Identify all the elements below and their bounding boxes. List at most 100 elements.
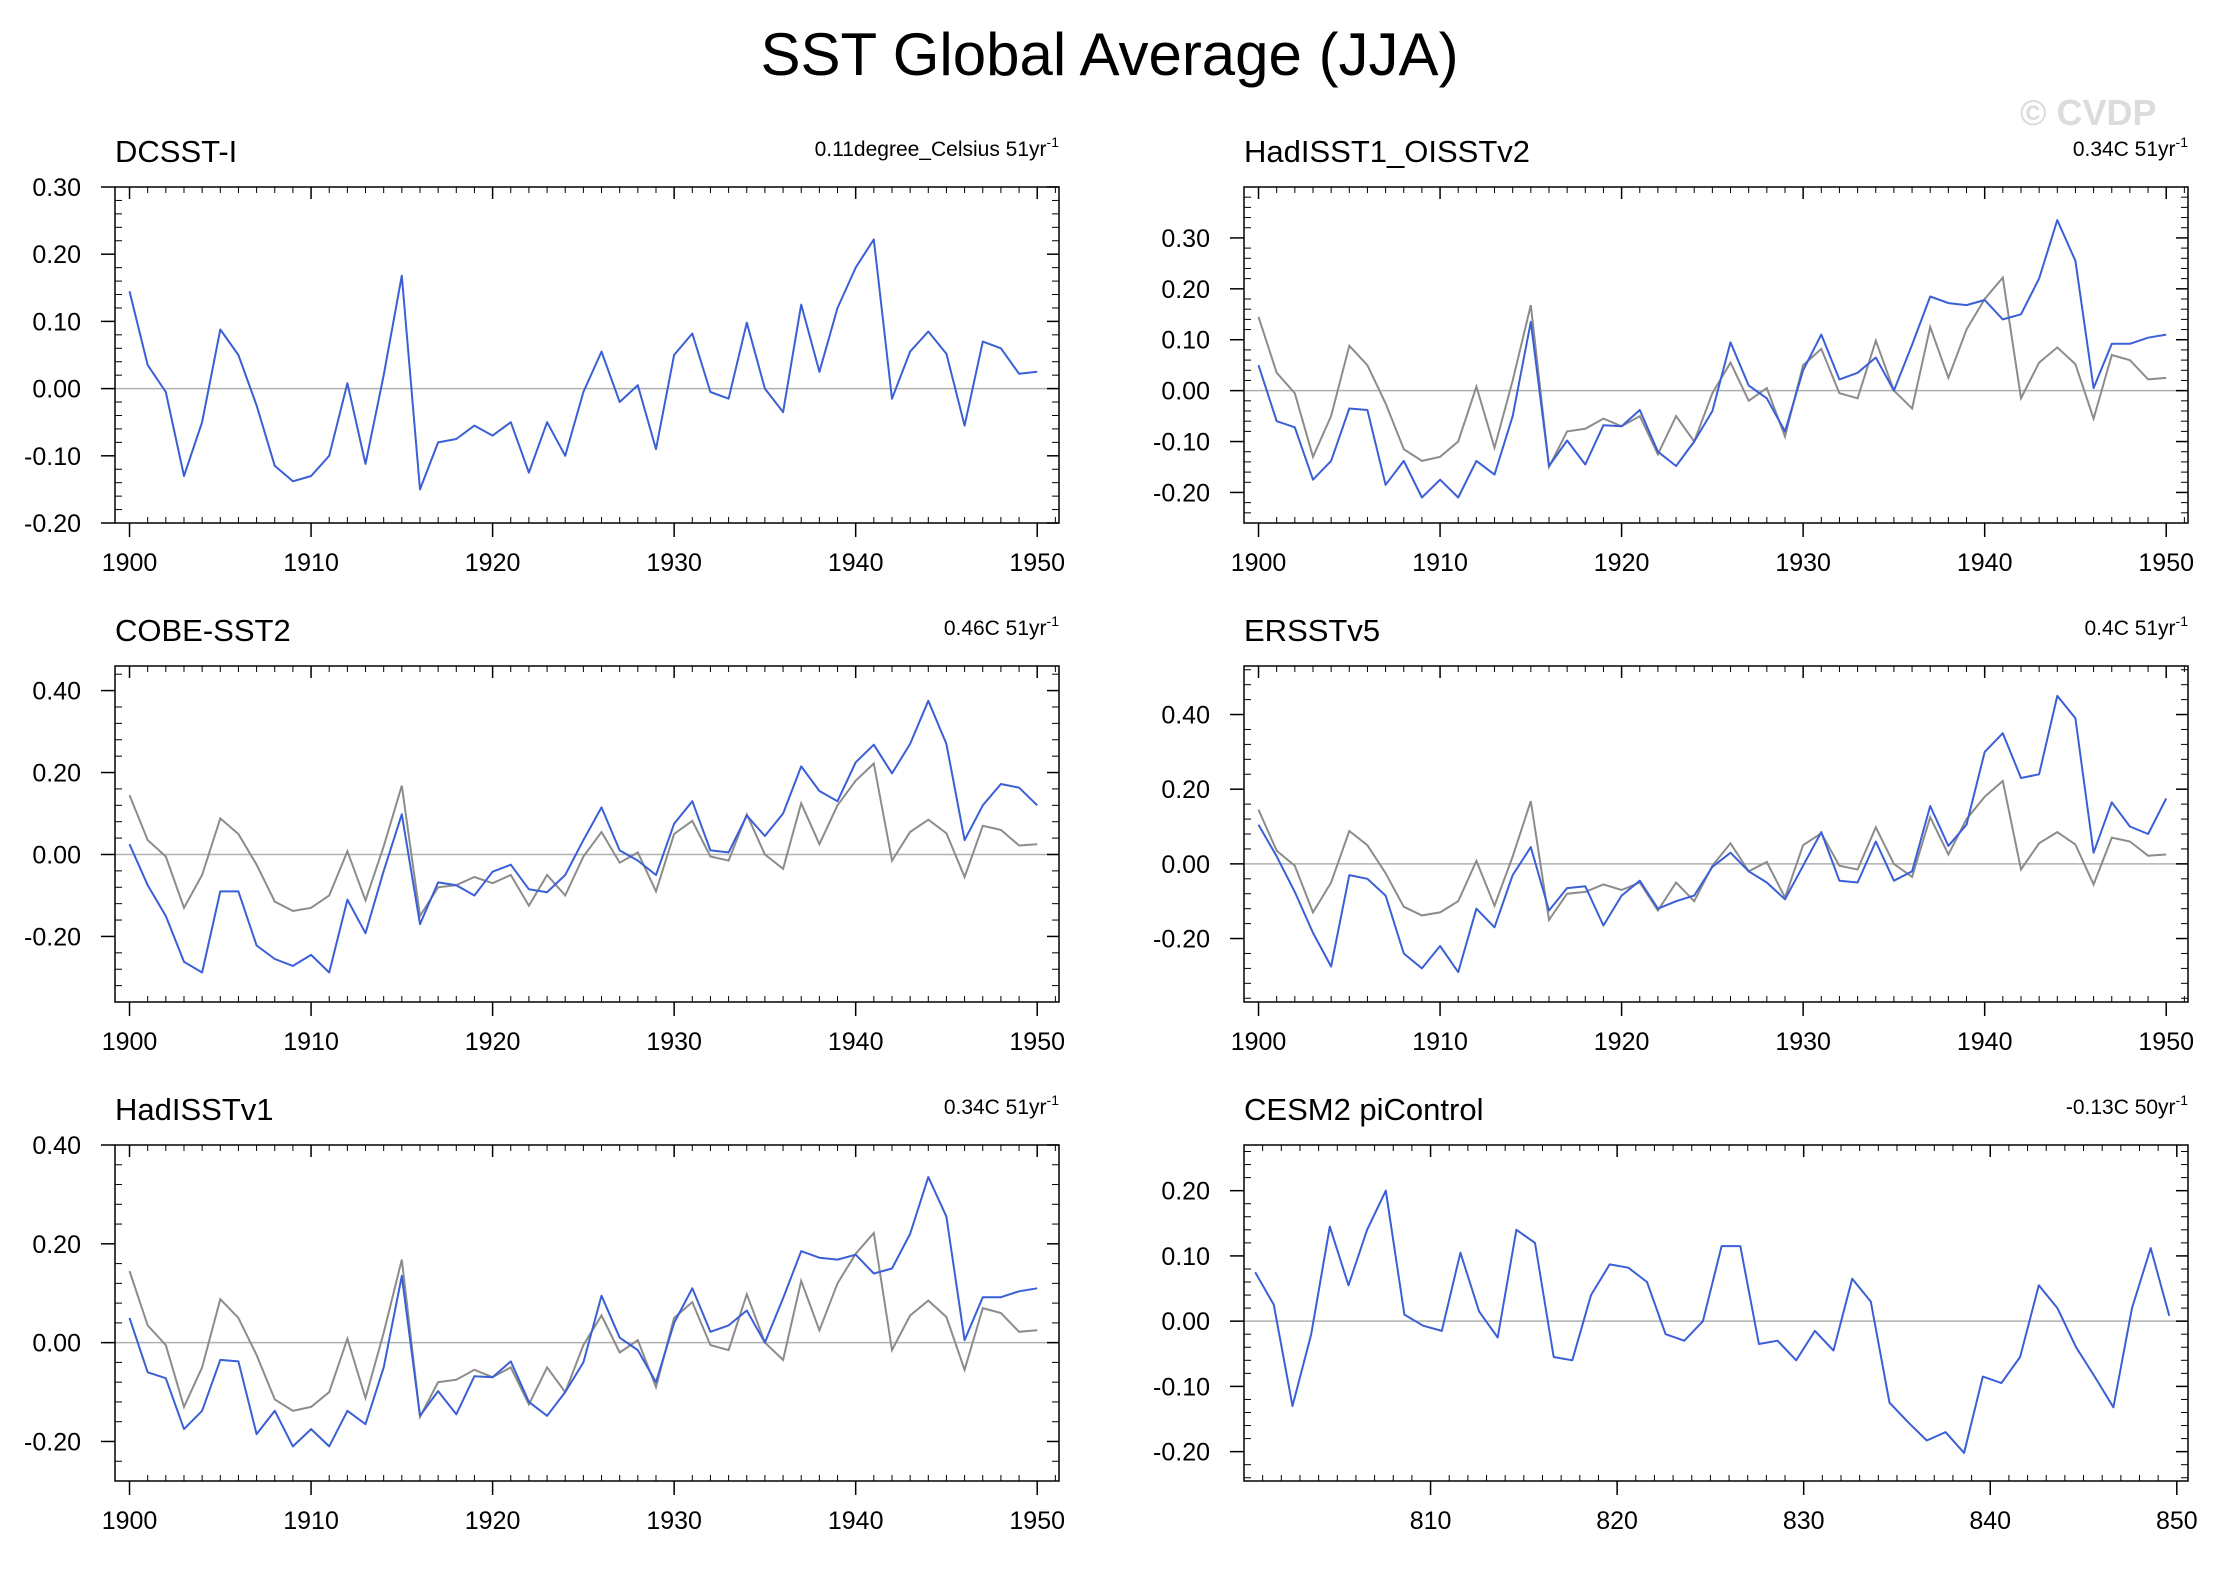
x-tick-label: 1910 (283, 549, 339, 577)
main-title: SST Global Average (JJA) (760, 21, 1459, 88)
x-tick-label: 1930 (646, 1507, 702, 1535)
y-tick-label: 0.40 (32, 1132, 81, 1160)
x-tick-label: 1920 (465, 1028, 521, 1056)
cvdp-watermark: © CVDP (2020, 92, 2157, 133)
panel-2: 1900 1910 1920 1930 1940 1950 -0.20 -0.10 0.00 0.… (1153, 134, 2194, 577)
y-tick-label: 0.10 (1161, 1243, 1210, 1271)
x-tick-label: 1950 (2138, 1028, 2194, 1056)
trend-label: 0.34C 51yr-1 (2073, 134, 2188, 161)
trend-label: 0.11degree_Celsius 51yr-1 (815, 134, 1060, 161)
x-tick-label: 1900 (1231, 549, 1287, 577)
y-tick-label: -0.10 (1153, 429, 1210, 457)
x-tick-label: 1950 (1009, 549, 1065, 577)
x-tick-label: 1950 (2138, 549, 2194, 577)
x-tick-label: 1930 (646, 549, 702, 577)
panel-title: HadISST1_OISSTv2 (1244, 134, 1530, 169)
y-tick-label: 0.40 (1161, 702, 1210, 730)
x-tick-label: 1950 (1009, 1507, 1065, 1535)
panel-title: HadISSTv1 (115, 1092, 274, 1127)
y-tick-label: -0.20 (24, 923, 81, 951)
reference-series-line (1257, 275, 2167, 471)
panel-title: COBE-SST2 (115, 613, 291, 648)
y-tick-label: 0.00 (1161, 851, 1210, 879)
y-tick-label: 0.30 (1161, 225, 1210, 253)
x-tick-label: 1940 (828, 549, 884, 577)
x-tick-label: 1950 (1009, 1028, 1065, 1056)
x-tick-label: 1910 (1412, 549, 1468, 577)
y-tick-label: 0.00 (1161, 378, 1210, 406)
panel-title: CESM2 piControl (1244, 1092, 1483, 1127)
x-tick-label: 1920 (465, 1507, 521, 1535)
y-tick-label: -0.20 (1153, 1439, 1210, 1467)
x-tick-label: 1930 (1775, 1028, 1831, 1056)
x-tick-label: 1910 (283, 1507, 339, 1535)
y-tick-label: 0.00 (32, 1330, 81, 1358)
series-line (1257, 219, 2167, 499)
panel-5: 1900 1910 1920 1930 1940 1950 -0.20 0.00 0.20 0.4… (24, 1092, 1065, 1535)
y-tick-label: 0.40 (32, 678, 81, 706)
y-tick-label: -0.10 (1153, 1373, 1210, 1401)
x-tick-label: 1910 (1412, 1028, 1468, 1056)
panel-title: ERSSTv5 (1244, 613, 1380, 648)
panel-title: DCSST-I (115, 134, 237, 169)
plot-frame (1243, 186, 2189, 524)
y-tick-label: 0.20 (1161, 276, 1210, 304)
x-tick-label: 1940 (1957, 1028, 2013, 1056)
x-tick-label: 1930 (1775, 549, 1831, 577)
x-tick-label: 1940 (828, 1028, 884, 1056)
x-tick-label: 1940 (1957, 549, 2013, 577)
y-tick-label: 0.30 (32, 174, 81, 202)
y-tick-label: 0.00 (1161, 1308, 1210, 1336)
y-tick-label: 0.10 (32, 308, 81, 336)
x-tick-label: 1920 (1594, 1028, 1650, 1056)
y-tick-label: 0.00 (32, 376, 81, 404)
series-line (128, 699, 1038, 974)
x-tick-label: 1930 (646, 1028, 702, 1056)
y-tick-label: 0.20 (1161, 1178, 1210, 1206)
series-line (128, 238, 1038, 491)
panel-4: 1900 1910 1920 1930 1940 1950 -0.20 0.00 0.20 0.4… (1153, 613, 2194, 1056)
x-tick-label: 850 (2156, 1507, 2198, 1535)
x-tick-label: 1900 (102, 1507, 158, 1535)
x-tick-label: 1920 (465, 549, 521, 577)
trend-label: 0.46C 51yr-1 (944, 613, 1059, 640)
series-line (128, 1176, 1038, 1448)
x-tick-label: 1940 (828, 1507, 884, 1535)
x-tick-label: 1910 (283, 1028, 339, 1056)
y-tick-label: 0.20 (32, 760, 81, 788)
x-tick-label: 1920 (1594, 549, 1650, 577)
reference-series-line (1257, 779, 2167, 923)
plot-frame (114, 665, 1060, 1003)
trend-label: 0.34C 51yr-1 (944, 1092, 1059, 1119)
y-tick-label: -0.20 (1153, 926, 1210, 954)
x-tick-label: 1900 (1231, 1028, 1287, 1056)
trend-label: 0.4C 51yr-1 (2085, 613, 2189, 640)
x-tick-label: 810 (1410, 1507, 1452, 1535)
y-tick-label: -0.20 (1153, 479, 1210, 507)
x-tick-label: 840 (1969, 1507, 2011, 1535)
y-tick-label: 0.20 (1161, 776, 1210, 804)
panel-1: 1900 1910 1920 1930 1940 1950 -0.20 -0.10 0.00 0.… (24, 134, 1065, 577)
y-tick-label: -0.20 (24, 1428, 81, 1456)
series-line (1257, 694, 2168, 974)
x-tick-label: 830 (1783, 1507, 1825, 1535)
y-tick-label: 0.20 (32, 241, 81, 269)
y-tick-label: 0.20 (32, 1231, 81, 1259)
reference-series-line (128, 761, 1038, 919)
panel-3: 1900 1910 1920 1930 1940 1950 -0.20 0.00 0.20 0.4… (24, 613, 1065, 1056)
reference-series-line (128, 1230, 1038, 1421)
plot-frame (114, 186, 1060, 524)
y-tick-label: -0.10 (24, 443, 81, 471)
plot-frame (114, 1144, 1060, 1482)
trend-label: -0.13C 50yr-1 (2066, 1092, 2188, 1119)
y-tick-label: 0.00 (32, 841, 81, 869)
x-tick-label: 1900 (102, 549, 158, 577)
y-tick-label: -0.20 (24, 510, 81, 538)
panel-6: 810 820 830 840 850 -0.20 -0.10 0.00 0.10 0.20 CES… (1153, 1092, 2198, 1535)
y-tick-label: 0.10 (1161, 327, 1210, 355)
plot-frame (1243, 1144, 2189, 1482)
plot-frame (1243, 665, 2189, 1003)
series-line (1254, 1189, 2171, 1454)
x-tick-label: 1900 (102, 1028, 158, 1056)
